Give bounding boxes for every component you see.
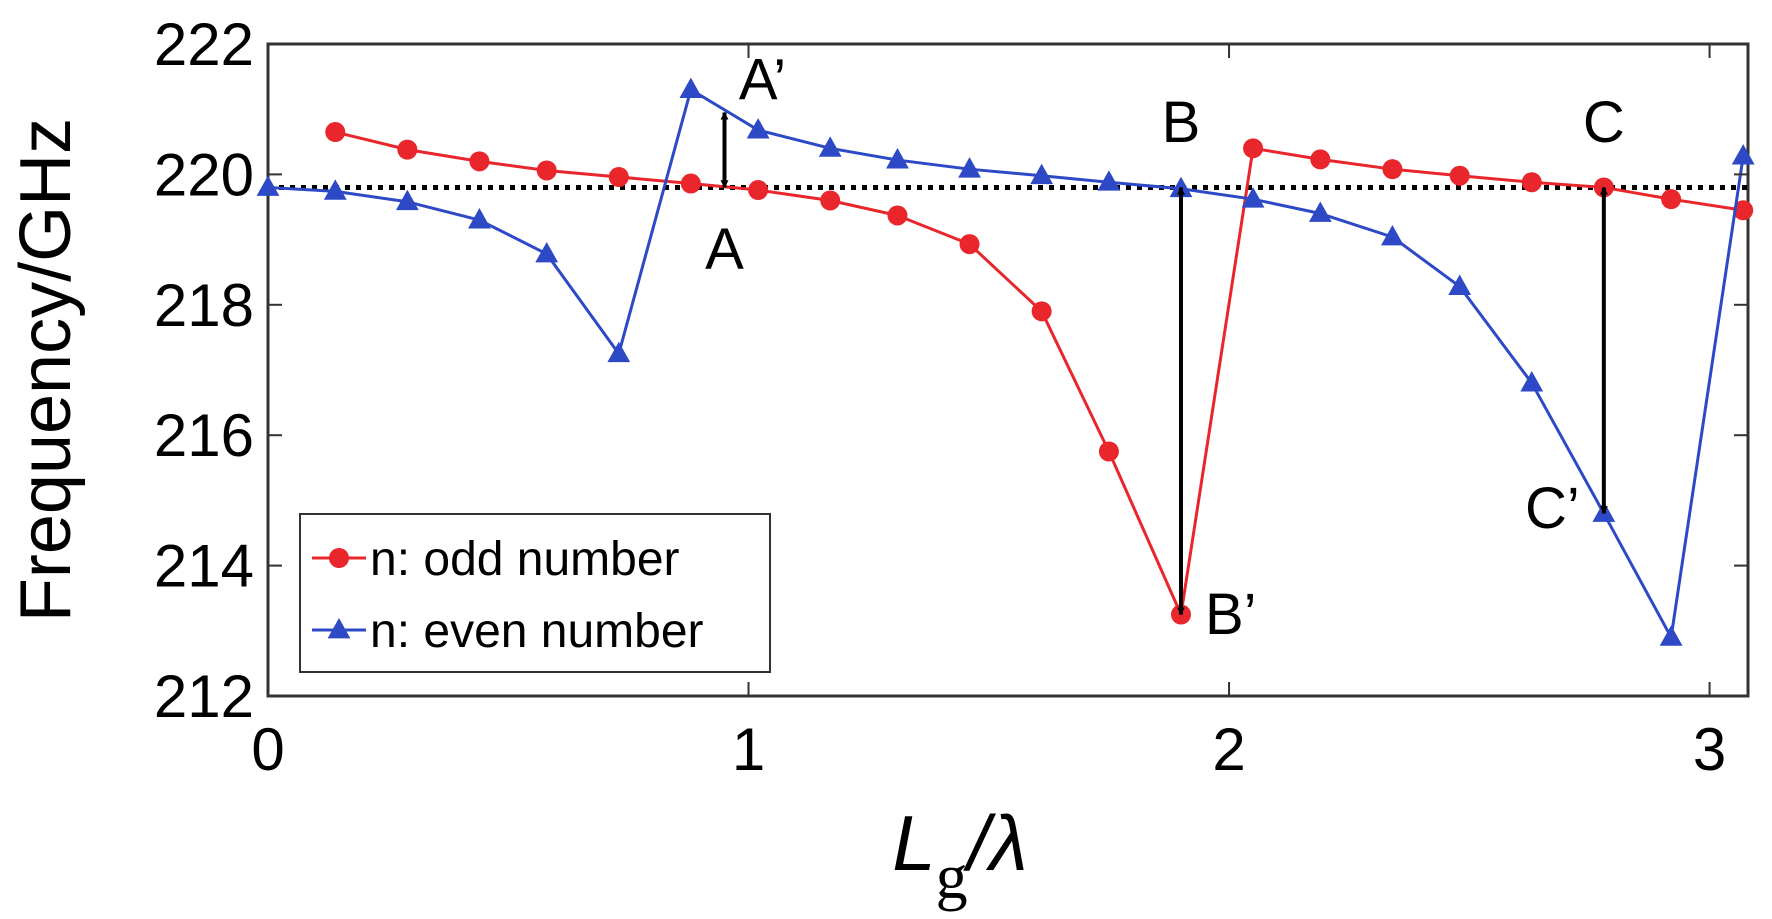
- data-point: [1731, 144, 1755, 165]
- point-annotation: B’: [1205, 582, 1257, 647]
- data-point: [1659, 625, 1683, 646]
- y-tick-label: 212: [154, 663, 254, 730]
- data-point: [323, 179, 347, 200]
- plot-frame: [266, 42, 1750, 698]
- arrow-layer: [720, 111, 1608, 616]
- data-point: [1520, 371, 1544, 392]
- data-point: [1031, 301, 1052, 322]
- data-point: [325, 122, 346, 143]
- data-point: [1241, 187, 1265, 208]
- x-tick-label: 3: [1693, 716, 1726, 783]
- legend-label: n: odd number: [370, 533, 680, 586]
- y-tick-label: 220: [154, 141, 254, 208]
- data-point: [818, 136, 842, 157]
- data-point: [886, 148, 909, 169]
- data-point: [395, 189, 419, 211]
- legend-box: [299, 513, 771, 673]
- y-axis-label: Frequency/GHz: [6, 118, 86, 622]
- data-point: [468, 208, 491, 229]
- data-point: [959, 234, 980, 255]
- legend: n: odd number n: even number: [299, 513, 771, 673]
- legend-label: n: even number: [370, 605, 704, 658]
- y-tick-label: 222: [154, 11, 254, 78]
- series-1: [325, 122, 1754, 625]
- data-point: [748, 180, 769, 201]
- data-point: [608, 167, 629, 188]
- data-point: [1308, 201, 1332, 222]
- data-point: [1243, 138, 1264, 159]
- data-point: [1310, 149, 1331, 170]
- data-point: [958, 157, 981, 178]
- x-tick-label: 0: [251, 716, 284, 783]
- data-point: [1733, 200, 1754, 221]
- data-point: [1448, 274, 1472, 295]
- data-point: [1098, 441, 1119, 462]
- data-point: [535, 241, 559, 263]
- data-point: [1381, 224, 1404, 246]
- data-point: [887, 205, 908, 226]
- x-axis-label-sub: g: [936, 841, 968, 912]
- legend-marker: [327, 618, 351, 639]
- data-point: [1661, 189, 1682, 210]
- data-point: [746, 118, 770, 139]
- data-point: [607, 341, 631, 363]
- data-point: [1030, 163, 1054, 185]
- data-point: [1382, 159, 1403, 180]
- series-line: [267, 88, 1745, 639]
- legend-marker: [329, 548, 349, 568]
- tick-layer: 0 1 2 3 212 214 216 218 220 222: [154, 11, 1748, 783]
- point-annotation: C’: [1525, 476, 1580, 541]
- y-tick-label: 214: [154, 533, 254, 600]
- y-tick-label: 218: [154, 272, 254, 339]
- series-2: [256, 77, 1755, 646]
- data-point: [469, 151, 490, 172]
- x-axis-label: Lg/λ: [892, 799, 1027, 912]
- data-point: [1521, 172, 1542, 193]
- point-annotation: A’: [739, 47, 786, 112]
- point-annotation: B: [1162, 90, 1201, 155]
- x-axis-label-suffix: /λ: [963, 799, 1028, 887]
- x-axis-label-main: L: [892, 799, 935, 887]
- x-tick-label: 2: [1212, 716, 1245, 783]
- data-point: [536, 160, 557, 181]
- data-point: [1097, 170, 1121, 191]
- data-point: [820, 190, 841, 211]
- data-point: [397, 139, 418, 160]
- y-tick-label: 216: [154, 402, 254, 469]
- data-point: [680, 173, 701, 194]
- point-annotation: C: [1583, 90, 1625, 155]
- x-tick-label: 1: [732, 716, 765, 783]
- annotation-layer: A’ A B B’ C C’: [705, 47, 1625, 647]
- point-annotation: A: [705, 217, 744, 282]
- data-point: [679, 77, 703, 99]
- series-layer: [256, 77, 1755, 646]
- data-point: [256, 175, 280, 196]
- data-point: [1449, 165, 1470, 186]
